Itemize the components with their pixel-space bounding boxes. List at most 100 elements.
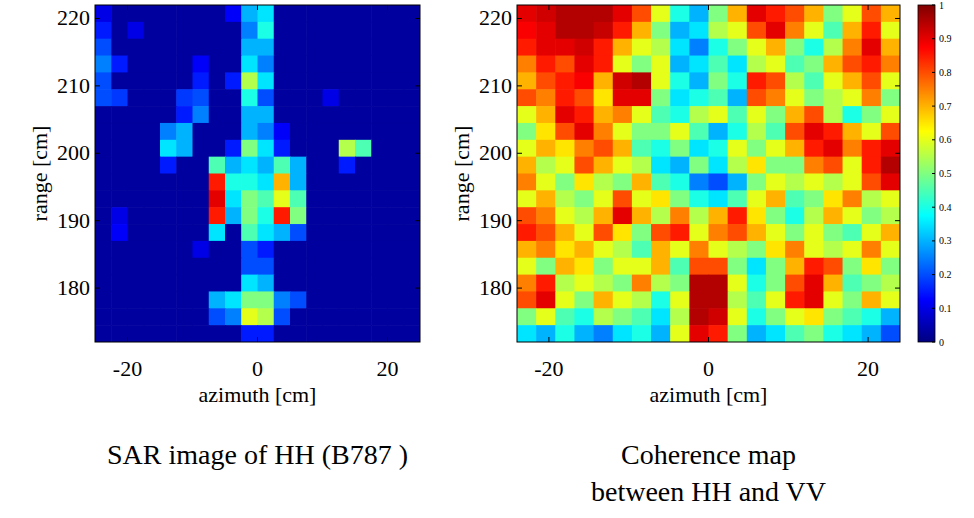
- cell: [536, 325, 556, 342]
- cell: [404, 56, 420, 73]
- cell: [404, 157, 420, 174]
- cell: [574, 174, 594, 191]
- cell: [355, 72, 372, 89]
- cell: [670, 190, 690, 207]
- colorbar-tick: [932, 139, 935, 140]
- cell: [193, 89, 210, 106]
- cell: [804, 224, 824, 241]
- cell: [355, 224, 372, 241]
- x-tick-label: 0: [703, 356, 714, 381]
- cell: [766, 308, 786, 325]
- cell: [404, 39, 420, 56]
- cell: [388, 308, 405, 325]
- cell: [823, 308, 843, 325]
- cell: [274, 140, 291, 157]
- cell: [193, 258, 210, 275]
- cell: [193, 39, 210, 56]
- cell: [274, 123, 291, 140]
- cell: [843, 140, 863, 157]
- cell: [517, 325, 537, 342]
- cell: [193, 22, 210, 39]
- cell: [290, 56, 307, 73]
- cell: [306, 123, 323, 140]
- cell: [574, 72, 594, 89]
- cell: [128, 72, 145, 89]
- cell: [225, 258, 242, 275]
- cell: [404, 22, 420, 39]
- cell: [651, 56, 671, 73]
- cell: [209, 56, 226, 73]
- cell: [555, 123, 575, 140]
- cell: [785, 308, 805, 325]
- cell: [651, 123, 671, 140]
- cell: [804, 190, 824, 207]
- cell: [823, 106, 843, 123]
- cell: [709, 241, 729, 258]
- cell: [555, 5, 575, 22]
- cell: [209, 106, 226, 123]
- cell: [766, 106, 786, 123]
- cell: [747, 275, 767, 292]
- cell: [709, 5, 729, 22]
- cell: [160, 275, 177, 292]
- cell: [176, 72, 193, 89]
- cell: [670, 39, 690, 56]
- cell: [689, 291, 709, 308]
- cell: [128, 5, 145, 22]
- cell: [766, 258, 786, 275]
- cell: [632, 123, 652, 140]
- cell: [323, 190, 340, 207]
- cell: [536, 5, 556, 22]
- cell: [651, 207, 671, 224]
- cell: [160, 291, 177, 308]
- cell: [193, 157, 210, 174]
- cell: [404, 106, 420, 123]
- cell: [371, 5, 388, 22]
- cell: [594, 5, 614, 22]
- cell: [225, 5, 242, 22]
- cell: [225, 106, 242, 123]
- cell: [176, 22, 193, 39]
- y-tick-label: 210: [479, 73, 512, 98]
- cell: [111, 56, 128, 73]
- cell: [785, 56, 805, 73]
- cell: [111, 22, 128, 39]
- cell: [339, 190, 356, 207]
- cell: [225, 291, 242, 308]
- cell: [804, 72, 824, 89]
- cell: [323, 157, 340, 174]
- cell: [209, 123, 226, 140]
- cell: [306, 174, 323, 191]
- cell: [766, 5, 786, 22]
- cell: [176, 39, 193, 56]
- cell: [339, 308, 356, 325]
- cell: [193, 207, 210, 224]
- cell: [144, 224, 161, 241]
- cell: [128, 174, 145, 191]
- cell: [388, 174, 405, 191]
- cell: [355, 56, 372, 73]
- cell: [689, 72, 709, 89]
- cell: [536, 174, 556, 191]
- cell: [306, 241, 323, 258]
- cell: [728, 224, 748, 241]
- cell: [258, 106, 275, 123]
- cell: [785, 157, 805, 174]
- cell: [128, 123, 145, 140]
- cell: [843, 275, 863, 292]
- cell: [574, 308, 594, 325]
- cell: [241, 241, 258, 258]
- cell: [258, 207, 275, 224]
- cell: [290, 241, 307, 258]
- cell: [594, 89, 614, 106]
- cell: [823, 291, 843, 308]
- cell: [225, 275, 242, 292]
- cell: [176, 241, 193, 258]
- cell: [209, 241, 226, 258]
- colorbar-tick-label: 0.4: [939, 202, 952, 213]
- colorbar-tick-label: 0.1: [939, 303, 952, 314]
- cell: [594, 207, 614, 224]
- cell: [670, 140, 690, 157]
- cell: [689, 123, 709, 140]
- cell: [274, 308, 291, 325]
